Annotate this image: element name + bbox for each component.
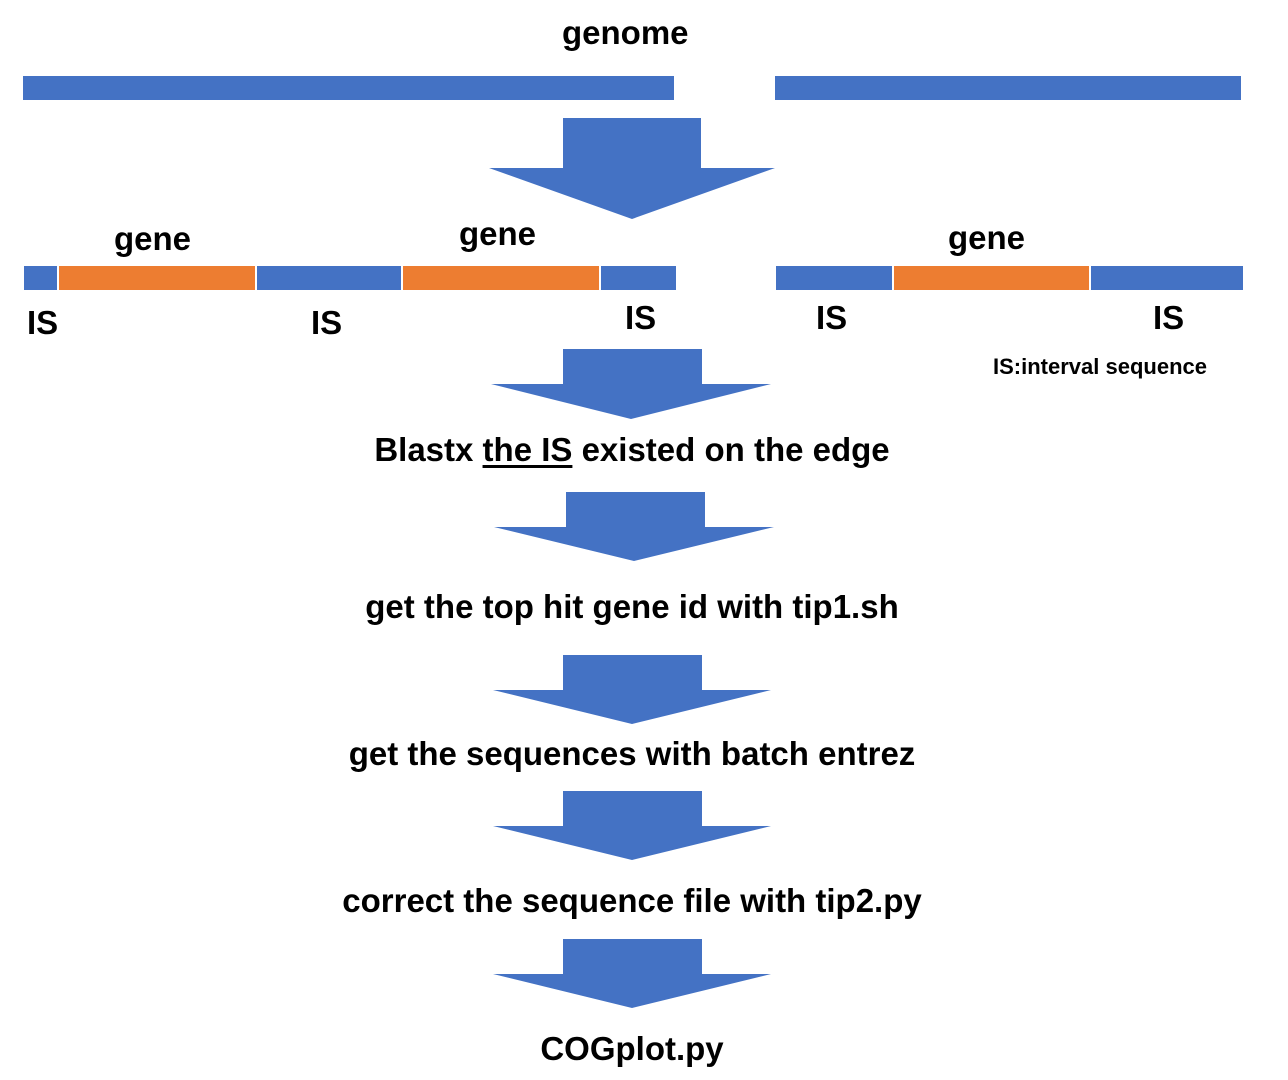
- is-label-3: IS: [625, 299, 657, 336]
- gene-segment: [403, 266, 599, 290]
- down-arrow-icon: [493, 939, 771, 1008]
- down-arrow-icon: [491, 349, 771, 419]
- genome-contig-left: [23, 76, 674, 100]
- step-blastx-emphasis: the IS: [482, 431, 573, 468]
- is-legend: IS:interval sequence: [993, 354, 1207, 379]
- down-arrow-icon: [489, 118, 775, 219]
- genome-contig-right: [775, 76, 1241, 100]
- is-label-4: IS: [816, 299, 848, 336]
- down-arrow-icon: [493, 791, 771, 860]
- gene-segment: [59, 266, 255, 290]
- interval-sequence-segment: [776, 266, 892, 290]
- gene-label-2: gene: [459, 215, 537, 252]
- step-sequences: get the sequences with batch entrez: [348, 735, 916, 772]
- step-blastx: Blastx the IS existed on the edge: [0, 433, 1264, 466]
- is-label-5: IS: [1153, 299, 1185, 336]
- interval-sequence-segment: [257, 266, 401, 290]
- step-correct: correct the sequence file with tip2.py: [342, 882, 922, 919]
- interval-sequence-segment: [601, 266, 676, 290]
- step-tophit: get the top hit gene id with tip1.sh: [365, 588, 899, 625]
- down-arrow-icon: [493, 655, 771, 724]
- interval-sequence-segment: [24, 266, 57, 290]
- gene-label-1: gene: [114, 220, 192, 257]
- step-blastx-prefix: Blastx: [374, 431, 483, 468]
- down-arrow-icon: [494, 492, 774, 561]
- step-cogplot: COGplot.py: [540, 1030, 724, 1067]
- is-label-2: IS: [311, 304, 343, 341]
- is-label-1: IS: [27, 304, 59, 341]
- step-blastx-suffix: existed on the edge: [572, 431, 890, 468]
- genome-title: genome: [562, 14, 689, 51]
- interval-sequence-segment: [1091, 266, 1243, 290]
- gene-segment: [894, 266, 1089, 290]
- gene-label-3: gene: [948, 219, 1026, 256]
